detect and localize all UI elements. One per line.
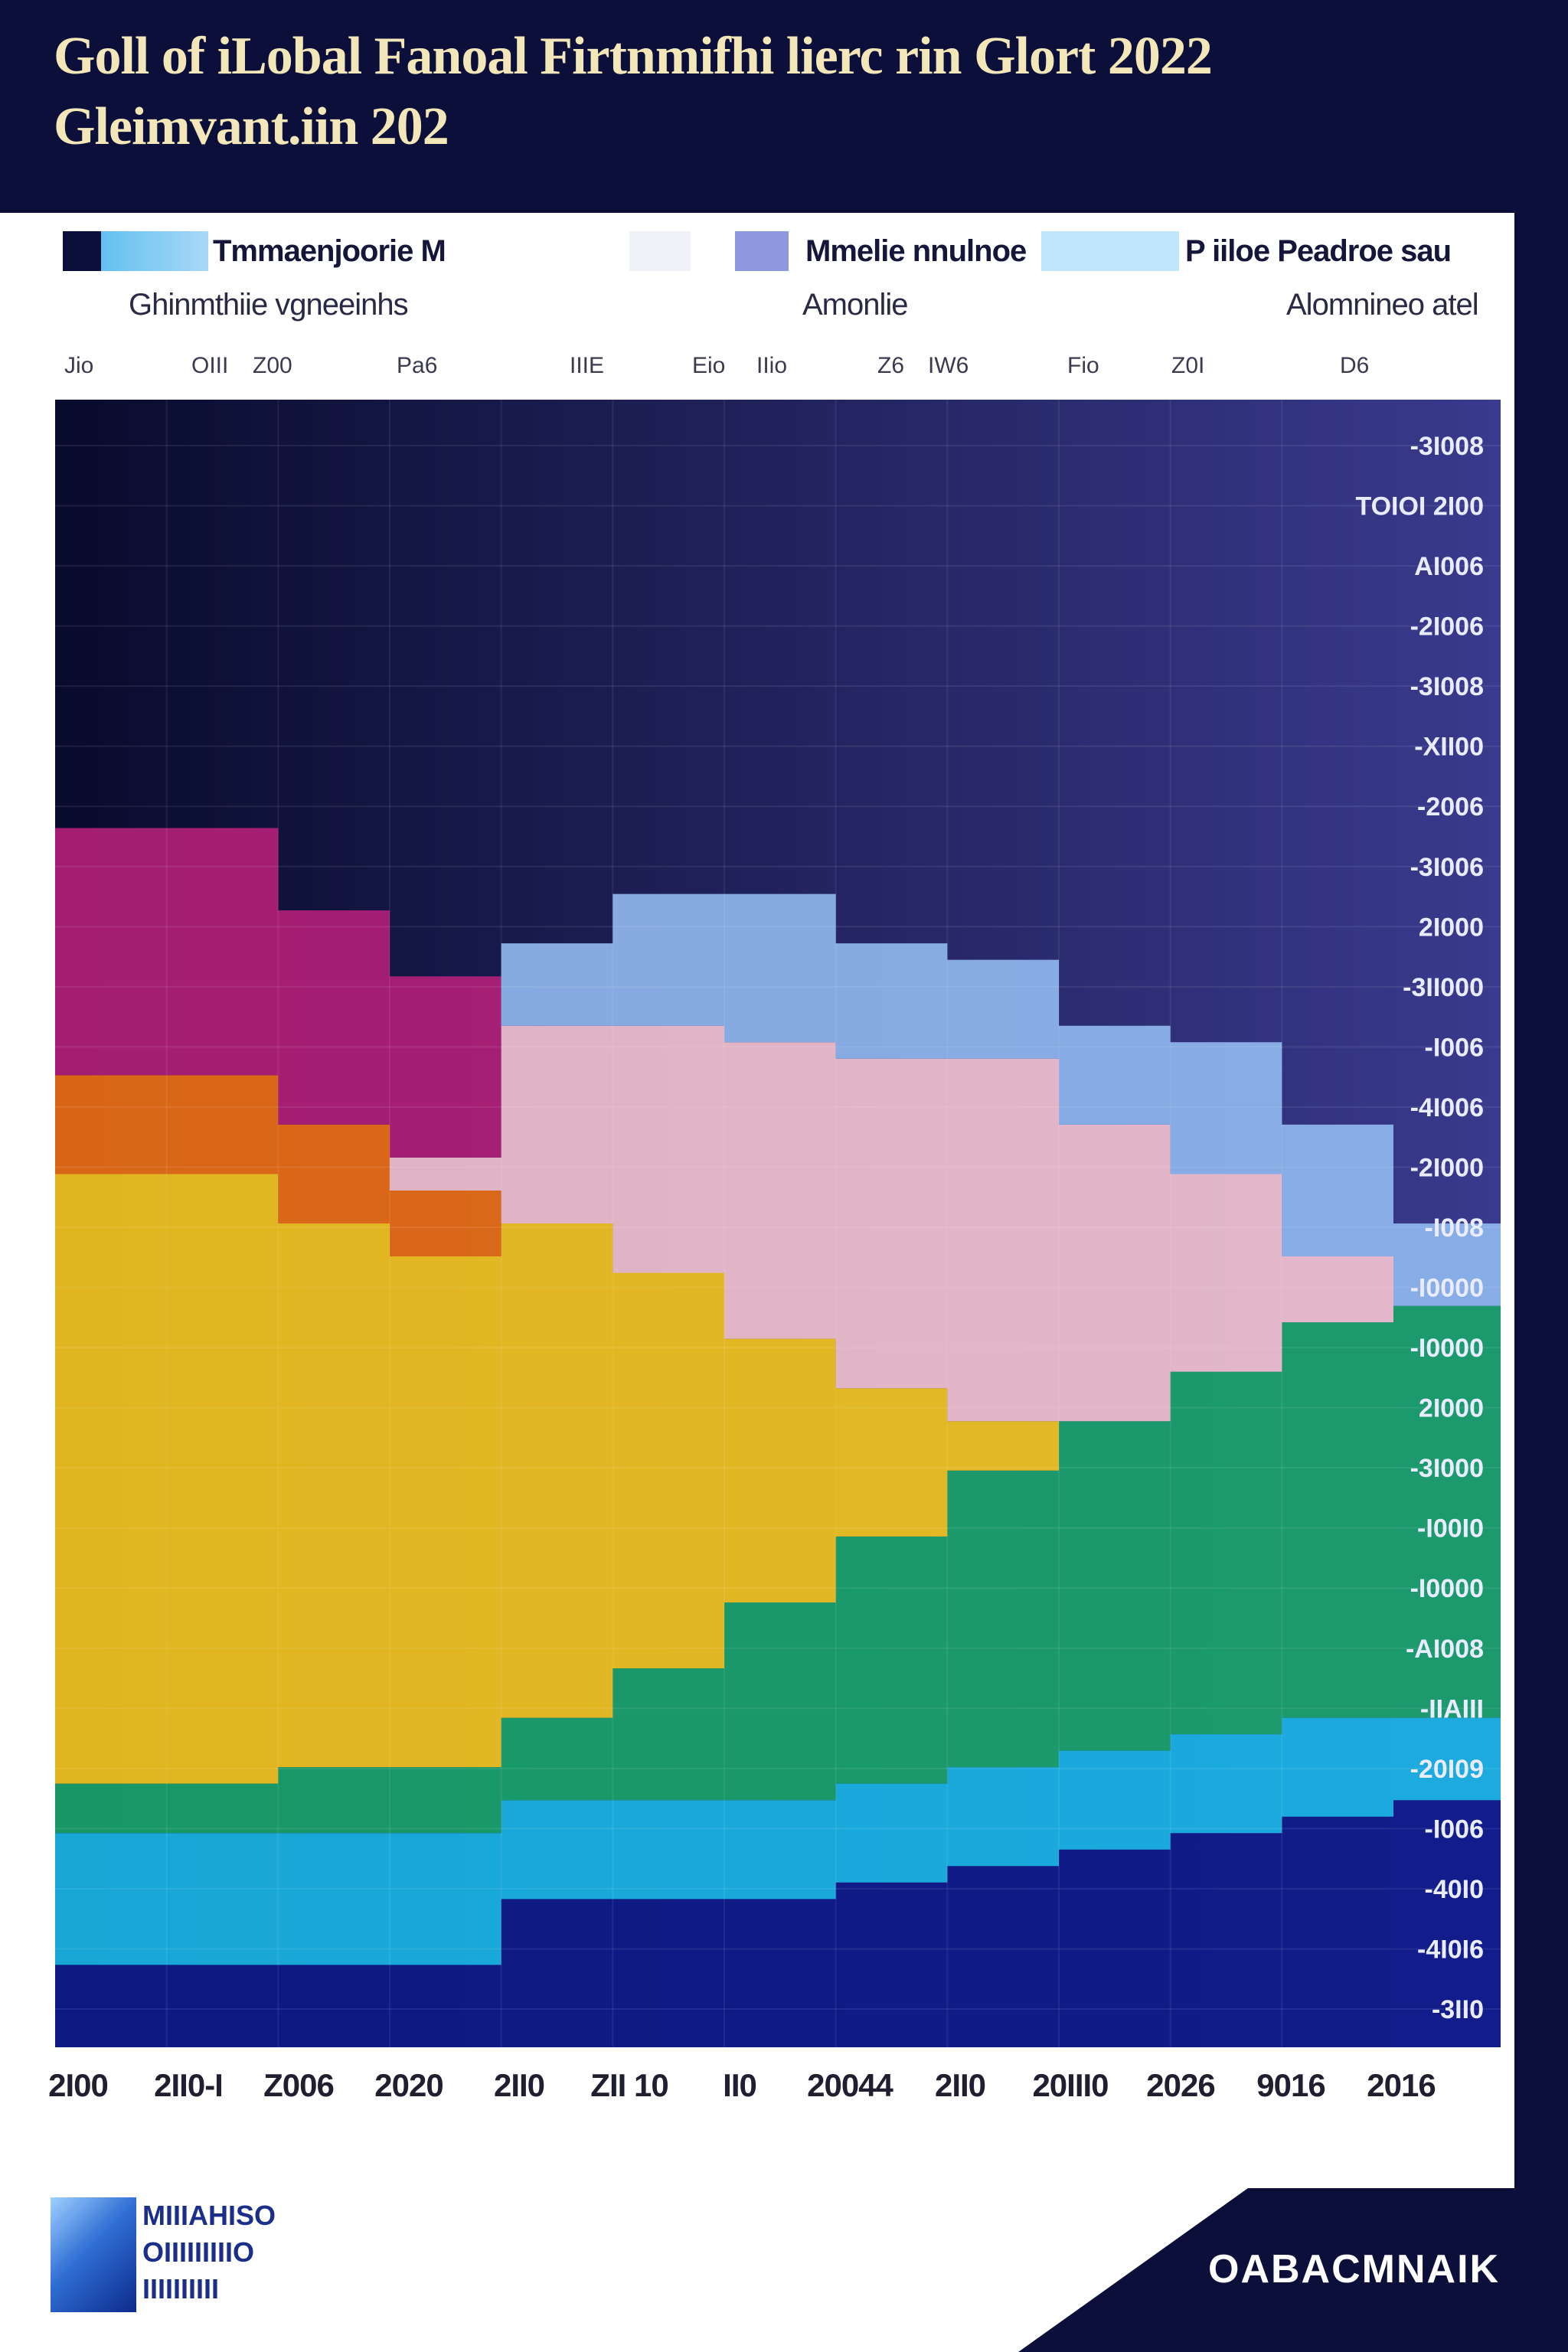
top-tick: Jio bbox=[64, 353, 94, 378]
y-tick-label: -40I0 bbox=[1425, 1875, 1485, 1904]
area-series-1 bbox=[55, 1800, 1501, 2047]
x-tick-label: 2026 bbox=[1146, 2067, 1215, 2103]
top-tick: IW6 bbox=[928, 353, 969, 378]
x-tick-label: 2I00 bbox=[48, 2067, 109, 2103]
area-series-5 bbox=[55, 1075, 1501, 1422]
logo-text-2: OIIIIIIIIIO bbox=[142, 2236, 255, 2268]
y-tick-label: -2006 bbox=[1417, 792, 1484, 822]
left-logo: MIIIAHISO OIIIIIIIIIO IIIIIIIIII bbox=[51, 2197, 311, 2312]
y-tick-label: 2I000 bbox=[1419, 913, 1484, 942]
legend-sub-2: Amonlie bbox=[802, 288, 909, 322]
legend-label-1: Tmmaenjoorie M bbox=[213, 234, 446, 268]
top-tick: Fio bbox=[1067, 353, 1099, 378]
top-tick: Eio bbox=[692, 353, 726, 378]
y-tick-label: -I008 bbox=[1425, 1214, 1485, 1243]
top-tick: OIII bbox=[191, 353, 229, 378]
y-tick-label: -2I000 bbox=[1410, 1153, 1484, 1182]
top-tick: IIio bbox=[756, 353, 788, 378]
y-tick-label: -3II000 bbox=[1403, 973, 1484, 1002]
area-series-8 bbox=[55, 828, 1501, 1306]
legend-label-3: P iiloe Peadroe sau bbox=[1185, 234, 1452, 268]
logo-text-1: MIIIAHISO bbox=[142, 2200, 276, 2231]
x-tick-label: 2020 bbox=[374, 2067, 443, 2103]
top-tick: Pa6 bbox=[397, 353, 438, 378]
legend-swatch-3 bbox=[1041, 231, 1179, 271]
corner-banner bbox=[1018, 2188, 1568, 2352]
x-tick-label: 20III0 bbox=[1032, 2067, 1109, 2103]
x-tick-label: II0 bbox=[723, 2067, 757, 2103]
y-tick-label: -I00I0 bbox=[1417, 1514, 1484, 1544]
legend-sub-3: Alomnineo atel bbox=[1286, 288, 1479, 322]
y-tick-label: TOIOI 2I00 bbox=[1355, 492, 1484, 521]
corner-brand-text: OABACMNAIK bbox=[1208, 2247, 1501, 2292]
y-tick-label: -I0000 bbox=[1410, 1334, 1484, 1363]
y-tick-label: -4I0I6 bbox=[1417, 1935, 1484, 1964]
chart-title-line-1: Goll of iLobal Fanoal Firtnmifhi lierc r… bbox=[54, 27, 1213, 86]
y-tick-label: -3I006 bbox=[1410, 853, 1484, 882]
y-tick-label: -I0000 bbox=[1410, 1574, 1484, 1603]
x-tick-label: Z006 bbox=[263, 2067, 335, 2103]
x-tick-label: 9016 bbox=[1256, 2067, 1325, 2103]
legend-label-2: Mmelie nnulnoe bbox=[805, 234, 1027, 268]
x-tick-label: 2II0 bbox=[934, 2067, 986, 2103]
y-tick-label: AI006 bbox=[1414, 552, 1484, 581]
y-tick-label: -XII00 bbox=[1414, 733, 1484, 762]
y-tick-label: -I0000 bbox=[1410, 1274, 1484, 1303]
top-tick: Z0I bbox=[1171, 353, 1205, 378]
stacked-area-chart: -3I008 TOIOI 2I00 AI006 -2I006 -3I008 -XII00 -… bbox=[55, 400, 1501, 2047]
legend-swatch-2a bbox=[629, 231, 691, 271]
top-tick: Z00 bbox=[253, 353, 292, 378]
y-tick-label: -3I000 bbox=[1410, 1454, 1484, 1483]
y-tick-label: -2I006 bbox=[1410, 612, 1484, 642]
y-tick-label: -4I006 bbox=[1410, 1093, 1484, 1122]
legend-swatch-2b bbox=[735, 231, 789, 271]
y-tick-label: 2I000 bbox=[1419, 1394, 1484, 1423]
y-tick-label: -I006 bbox=[1425, 1815, 1485, 1844]
top-tick: IIIE bbox=[570, 353, 605, 378]
area-series-3 bbox=[55, 1305, 1501, 1834]
chart-svg: -3I008 TOIOI 2I00 AI006 -2I006 -3I008 -XII00 -… bbox=[55, 400, 1501, 2047]
x-tick-label: ZII 10 bbox=[590, 2067, 668, 2103]
legend-swatch-1a bbox=[63, 231, 101, 271]
logo-icon bbox=[51, 2197, 136, 2312]
y-tick-label: -3I008 bbox=[1410, 432, 1484, 461]
y-tick-label: -3II0 bbox=[1432, 1995, 1484, 2024]
top-tick: Z6 bbox=[877, 353, 905, 378]
area-series-7 bbox=[55, 828, 1501, 1306]
x-tick-label: 20044 bbox=[807, 2067, 893, 2103]
legend-swatch-1b bbox=[101, 231, 208, 271]
title-band: Goll of iLobal Fanoal Firtnmifhi lierc r… bbox=[0, 0, 1568, 213]
y-tick-label: -3I008 bbox=[1410, 672, 1484, 701]
y-tick-label: -I006 bbox=[1425, 1033, 1485, 1062]
x-tick-label: 2016 bbox=[1367, 2067, 1436, 2103]
area-series-4 bbox=[55, 1174, 1501, 1784]
y-tick-label: -IIAIII bbox=[1420, 1694, 1484, 1723]
top-tick: D6 bbox=[1340, 353, 1370, 378]
area-series-2 bbox=[55, 1717, 1501, 1965]
y-tick-label: -20I09 bbox=[1410, 1755, 1484, 1784]
legend-sub-1: Ghinmthiie vgneeinhs bbox=[129, 288, 409, 322]
logo-text-3: IIIIIIIIII bbox=[142, 2273, 220, 2305]
x-tick-label: 2II0-I bbox=[154, 2067, 224, 2103]
y-tick-label: -AI008 bbox=[1406, 1635, 1484, 1664]
chart-title-line-2: Gleimvant.iin 202 bbox=[54, 97, 449, 156]
x-tick-label: 2II0 bbox=[493, 2067, 545, 2103]
